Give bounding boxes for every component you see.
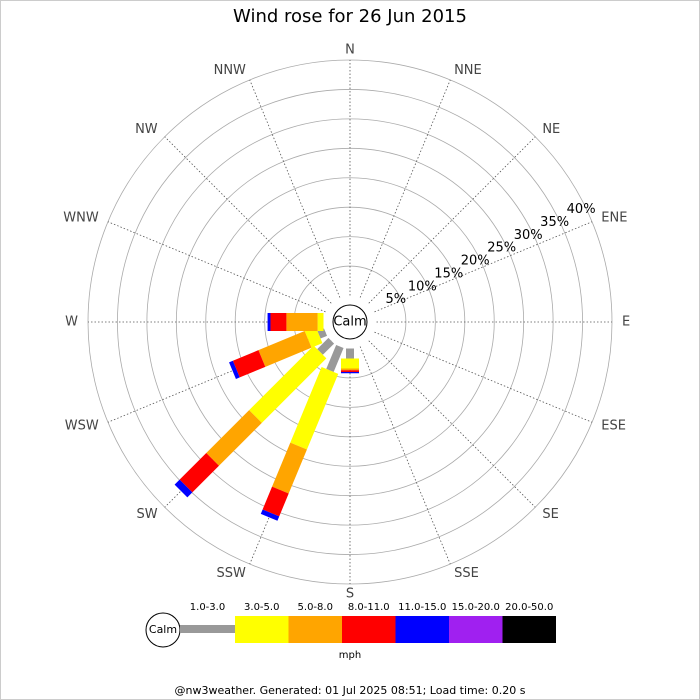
r-tick-label: 30% (514, 228, 543, 243)
direction-label: SSW (217, 566, 247, 581)
direction-label: ESE (601, 419, 626, 434)
bar-segment (317, 313, 324, 331)
bar-segment (346, 348, 354, 359)
direction-label: NW (135, 122, 158, 137)
r-tick-label: 10% (408, 279, 437, 294)
grid-ring (117, 89, 583, 555)
spoke (107, 221, 326, 313)
direction-label: NNW (214, 63, 246, 78)
direction-label: W (65, 315, 78, 330)
legend-label: 15.0-20.0 (452, 602, 500, 613)
bar-segment (272, 442, 307, 494)
bar-segment (341, 372, 359, 374)
r-tick-label: 40% (567, 202, 596, 217)
r-tick-label: 20% (461, 254, 490, 269)
bar-segment (260, 509, 280, 521)
legend-label: 11.0-15.0 (398, 602, 446, 613)
spoke (374, 331, 593, 423)
direction-label: S (346, 587, 354, 602)
direction-label: N (345, 43, 355, 58)
direction-label: NE (542, 122, 560, 137)
r-tick-label: 15% (434, 266, 463, 281)
legend-title: mph (339, 650, 361, 661)
grid-ring (146, 118, 554, 526)
legend-label: 1.0-3.0 (190, 602, 225, 613)
spoke (249, 79, 341, 298)
bar-segment (229, 360, 240, 379)
legend-label: 3.0-5.0 (244, 602, 279, 613)
bar-segment (317, 337, 335, 355)
chart-title: Wind rose for 26 Jun 2015 (233, 6, 467, 27)
direction-label: SE (542, 507, 558, 522)
legend-calm-label: Calm (149, 623, 177, 636)
direction-label: SW (137, 507, 158, 522)
bar-segment (174, 479, 193, 498)
spoke (368, 136, 536, 304)
bar-segment (206, 410, 262, 466)
bar-segment (341, 358, 359, 369)
spoke (368, 340, 536, 508)
direction-label: SSE (454, 566, 479, 581)
footer: @nw3weather. Generated: 01 Jul 2025 08:5… (175, 684, 526, 697)
direction-label: E (622, 315, 630, 330)
bar-segment (290, 366, 339, 450)
bar-segment (326, 344, 344, 372)
bar-segment (179, 453, 219, 493)
bar-segment (341, 370, 359, 373)
legend-swatch (288, 616, 342, 643)
legend-swatch (502, 616, 556, 643)
legend-label: 8.0-11.0 (348, 602, 390, 613)
direction-label: WNW (63, 210, 99, 225)
bar-segment (304, 326, 323, 348)
bar-segment (258, 331, 312, 367)
legend-label: 20.0-50.0 (505, 602, 553, 613)
legend-swatch (180, 625, 235, 633)
bar-segment (270, 313, 287, 331)
bar-segment (262, 486, 289, 517)
r-tick-label: 5% (385, 292, 406, 307)
direction-label: NNE (454, 63, 482, 78)
legend-label: 5.0-8.0 (298, 602, 333, 613)
bar-segment (286, 313, 318, 331)
grid-ring (264, 236, 436, 408)
grid-ring (205, 177, 495, 467)
legend-swatch (235, 616, 289, 643)
spoke (359, 346, 451, 565)
legend-swatch (342, 616, 396, 643)
bar-segment (267, 313, 271, 331)
spoke (359, 79, 451, 298)
calm-label: Calm (333, 315, 366, 330)
direction-label: WSW (65, 419, 99, 434)
bar-segment (249, 345, 327, 423)
calm-circle (332, 304, 368, 340)
direction-label: ENE (601, 210, 627, 225)
legend-swatch (449, 616, 503, 643)
spoke (374, 221, 593, 313)
r-tick-label: 25% (487, 241, 516, 256)
legend-swatch (395, 616, 449, 643)
bar-segment (232, 350, 266, 378)
bar-segment (341, 368, 359, 371)
spoke (164, 136, 332, 304)
r-tick-label: 35% (540, 215, 569, 230)
